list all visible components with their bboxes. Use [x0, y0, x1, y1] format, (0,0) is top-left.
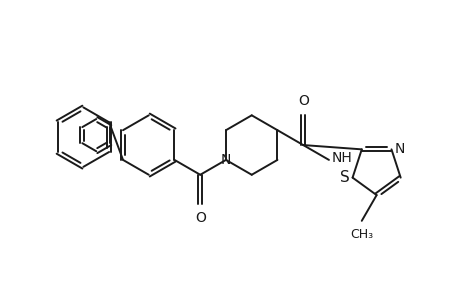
Text: O: O — [194, 212, 205, 225]
Text: N: N — [393, 142, 404, 156]
Text: N: N — [220, 153, 231, 167]
Text: CH₃: CH₃ — [349, 228, 373, 241]
Text: NH: NH — [331, 151, 352, 165]
Text: S: S — [339, 170, 349, 185]
Text: O: O — [297, 94, 308, 108]
Text: NH: NH — [330, 153, 351, 167]
